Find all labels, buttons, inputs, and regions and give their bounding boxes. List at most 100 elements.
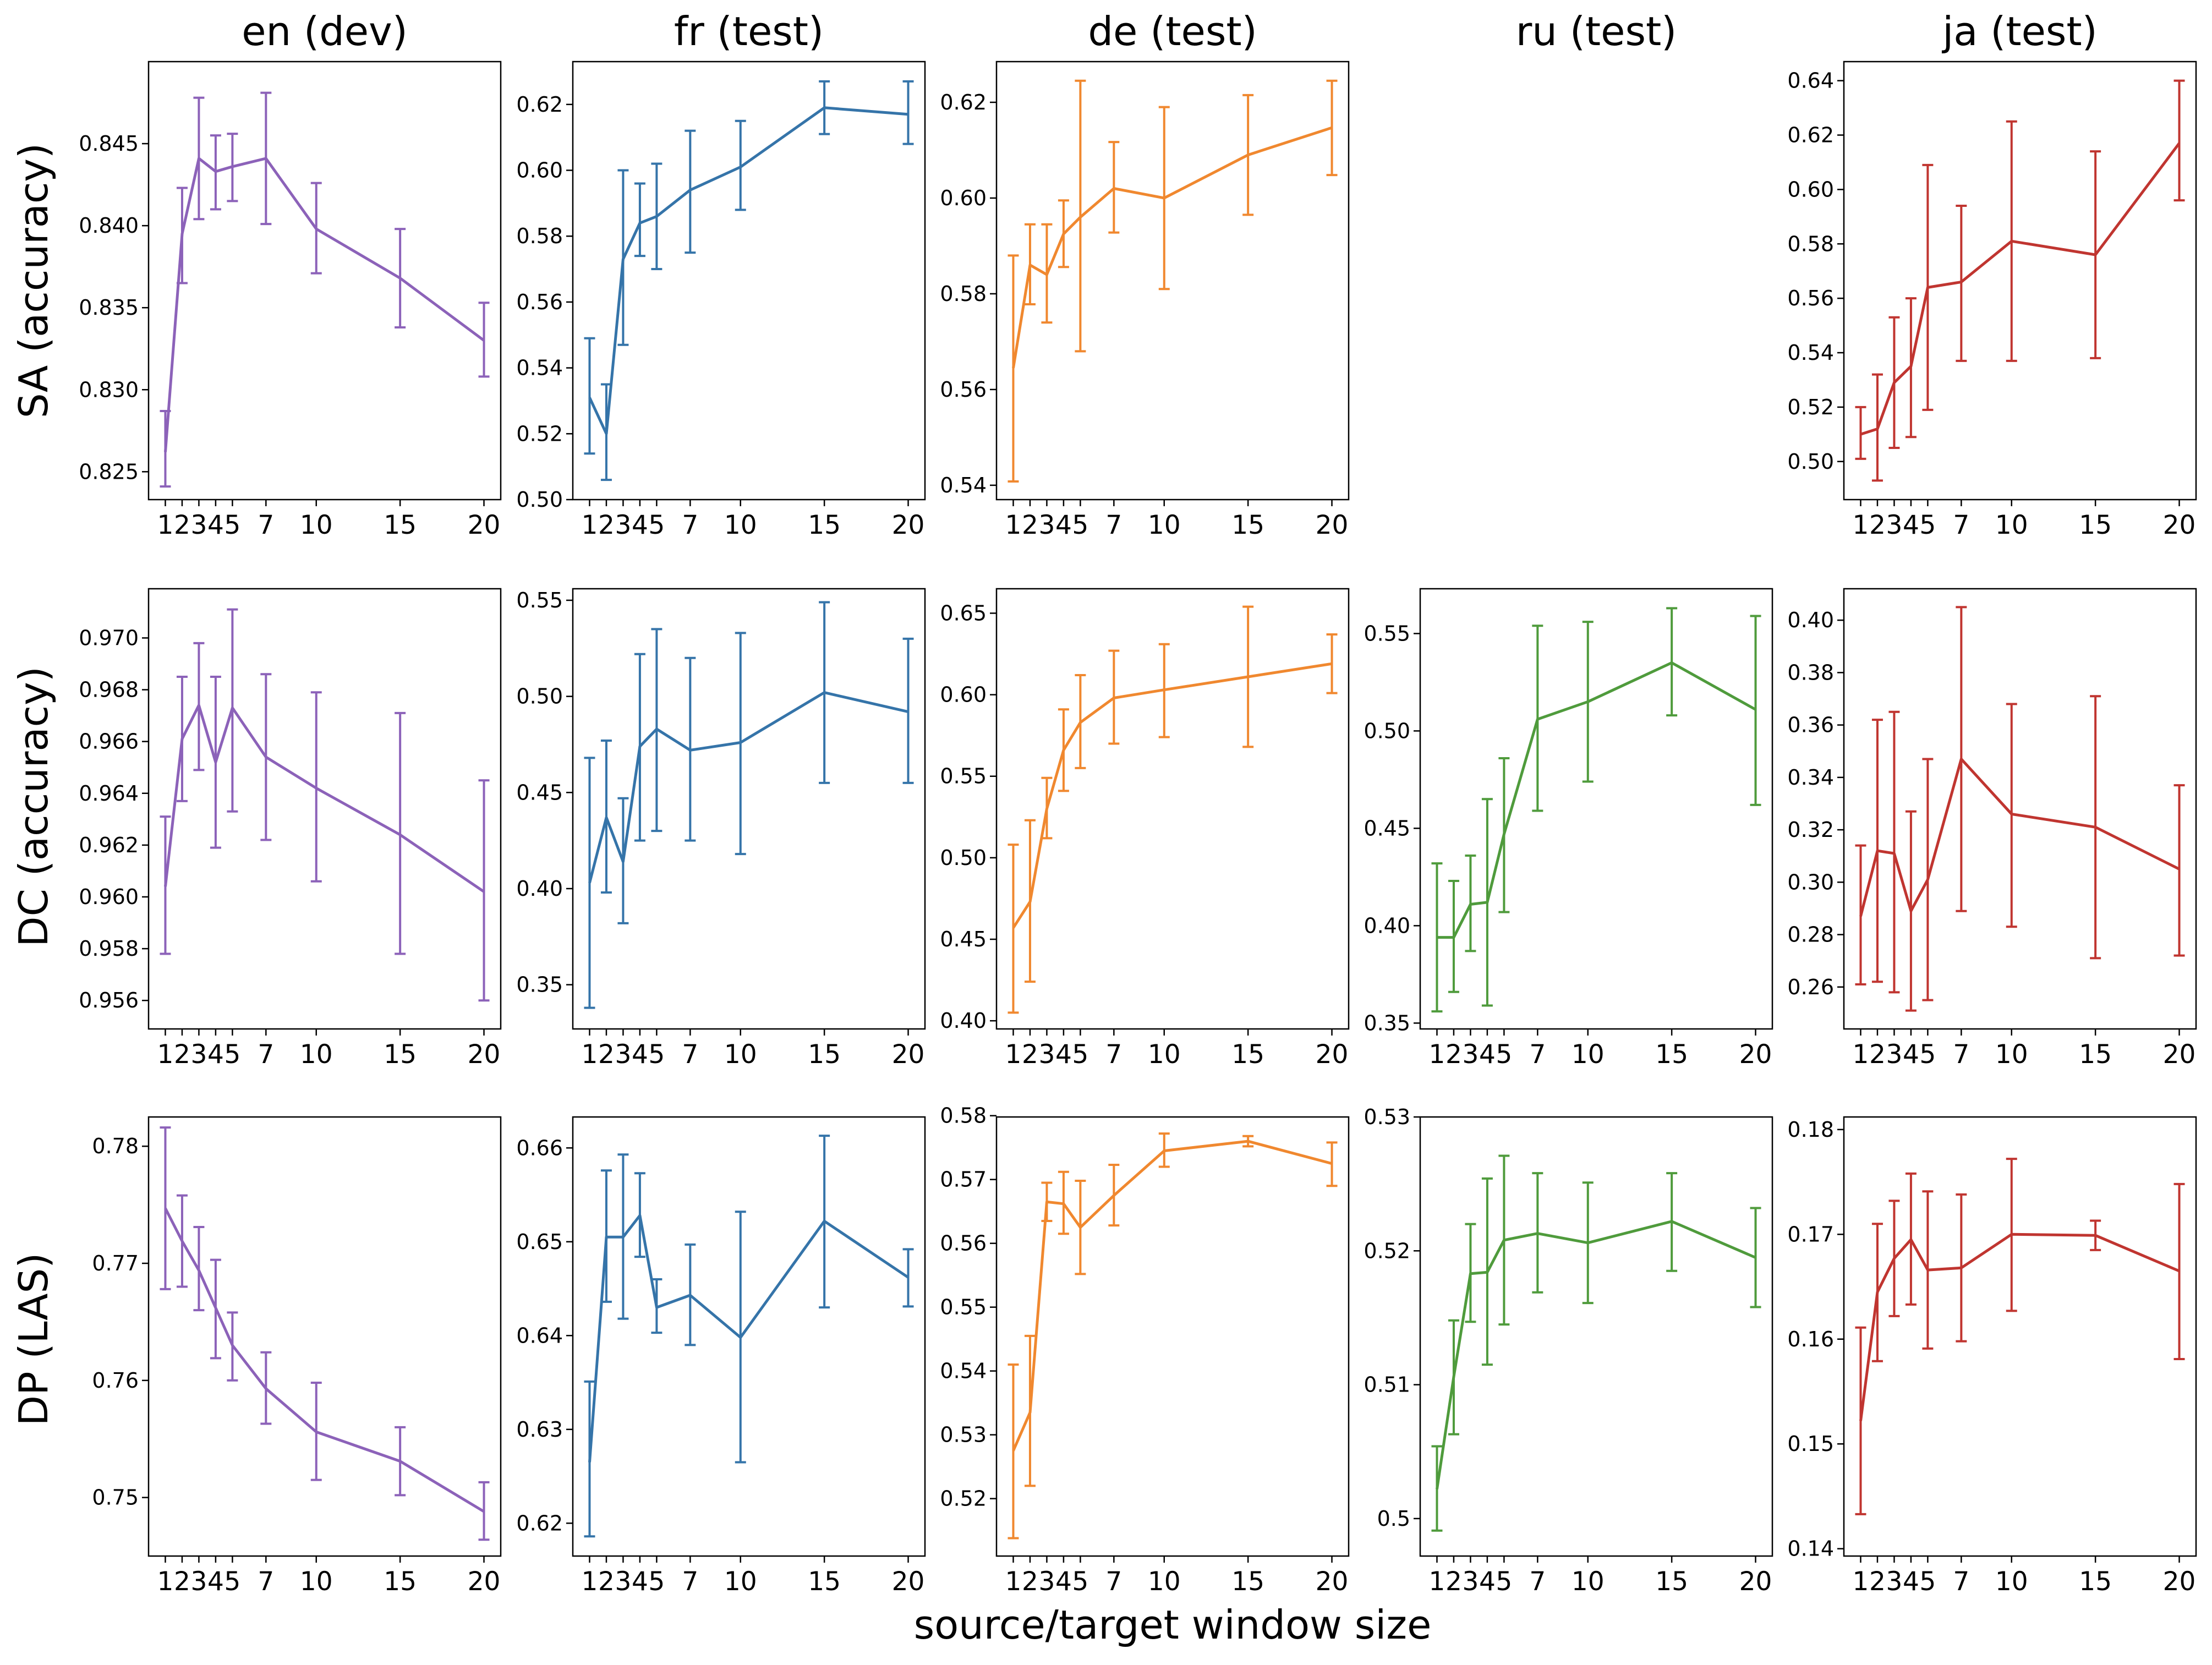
x-tick-label: 1 [1853,1567,1869,1597]
series-line [1860,142,2181,436]
y-tick-label: 0.54 [516,356,563,380]
x-tick-label: 10 [1572,1039,1605,1070]
x-tick-label: 5 [1072,1039,1088,1070]
y-tick-label: 0.36 [1787,713,1834,737]
plot-frame [995,61,1350,501]
x-tick-label: 5 [1919,1567,1936,1597]
column-title-fr: fr (test) [674,8,824,54]
y-tick-label: 0.34 [1787,765,1834,790]
y-tick-label: 0.970 [79,626,139,650]
x-tick-label: 10 [724,1039,757,1070]
x-tick-label: 4 [207,1039,224,1070]
series-line [1012,126,1333,369]
x-tick-label: 3 [615,1567,631,1597]
x-tick-label: 20 [892,510,925,540]
x-tick-label: 4 [1055,510,1072,540]
y-tick-label: 0.16 [1787,1327,1834,1351]
x-tick-label: 1 [582,1567,598,1597]
x-tick-label: 10 [724,510,757,540]
x-tick-label: 2 [1869,1567,1886,1597]
y-tick-label: 0.66 [516,1136,563,1160]
series-line [588,106,908,435]
y-tick-label: 0.5 [1377,1507,1410,1531]
y-tick-label: 0.964 [79,781,139,806]
y-tick-label: 0.32 [1787,818,1834,842]
y-tick-label: 0.50 [516,488,563,512]
x-tick-label: 4 [207,510,224,540]
x-tick-label: 20 [2163,510,2196,540]
x-tick-label: 2 [1869,510,1886,540]
y-tick-label: 0.62 [516,1511,563,1535]
x-tick-label: 7 [258,1039,274,1070]
panel-dc-accuracy-fr-test: 0.35 0.40 0.45 0.50 0.55 1 2 3 4 5 7 10 15 20 [516,588,926,1070]
series-line [164,704,485,893]
y-tick-label: 0.40 [516,877,563,901]
x-tick-label: 7 [1105,1039,1122,1070]
y-tick-label: 0.55 [940,1295,987,1319]
y-tick-label: 0.15 [1787,1432,1834,1456]
y-tick-label: 0.40 [940,1009,987,1033]
y-tick-label: 0.65 [516,1230,563,1254]
y-tick-label: 0.62 [1787,123,1834,147]
y-tick-label: 0.958 [79,936,139,961]
y-tick-label: 0.58 [940,1104,987,1128]
x-tick-label: 15 [384,1567,417,1597]
x-tick-label: 15 [384,510,417,540]
x-tick-label: 7 [1105,510,1122,540]
x-tick-label: 2 [1022,1039,1038,1070]
y-tick-label: 0.966 [79,730,139,754]
x-tick-label: 10 [300,1039,333,1070]
y-tick-label: 0.64 [1787,69,1834,93]
x-tick-label: 15 [1655,1039,1688,1070]
y-tick-label: 0.45 [516,780,563,804]
column-title-en: en (dev) [242,8,408,54]
x-tick-label: 4 [632,1039,648,1070]
x-tick-label: 1 [1429,1039,1446,1070]
x-tick-label: 10 [724,1567,757,1597]
plot-frame [995,588,1350,1030]
x-tick-label: 10 [1148,1567,1181,1597]
panel-sa-accuracy-fr-test: 0.50 0.52 0.54 0.56 0.58 0.60 0.62 1 2 3 4 5 7 10 15 20 [516,61,926,540]
plot-frame [1843,61,2197,501]
column-title-ru: ru (test) [1516,8,1677,54]
y-tick-label: 0.40 [1787,608,1834,632]
y-tick-label: 0.56 [940,1231,987,1256]
y-tick-label: 0.77 [92,1251,139,1275]
x-tick-label: 2 [174,510,190,540]
panel-dp-las-de-test: 0.52 0.53 0.54 0.55 0.56 0.57 0.58 1 2 3 4 5 7 10 15 20 [940,1104,1350,1597]
x-tick-label: 3 [1038,510,1055,540]
x-tick-label: 1 [1005,1039,1022,1070]
y-tick-label: 0.30 [1787,870,1834,894]
x-tick-label: 7 [1105,1567,1122,1597]
y-tick-label: 0.840 [79,213,139,238]
y-tick-label: 0.62 [940,90,987,114]
x-tick-label: 2 [1446,1039,1462,1070]
y-tick-label: 0.50 [1364,719,1410,743]
series-line [164,157,485,452]
y-tick-label: 0.956 [79,988,139,1012]
x-tick-label: 4 [632,1567,648,1597]
x-tick-label: 3 [1462,1039,1479,1070]
panel-dc-accuracy-ja-test: 0.26 0.28 0.30 0.32 0.34 0.36 0.38 0.40 1 2 3 4 5 7 10… [1787,588,2197,1070]
y-tick-label: 0.45 [1364,816,1410,840]
x-tick-label: 5 [224,510,240,540]
series-line [1012,662,1332,929]
plot-frame [1419,1116,1773,1557]
x-tick-label: 1 [582,510,598,540]
x-tick-label: 4 [1903,510,1919,540]
x-tick-label: 5 [1496,1567,1512,1597]
x-tick-label: 3 [615,1039,631,1070]
y-tick-label: 0.845 [79,132,139,156]
y-tick-label: 0.960 [79,885,139,909]
x-tick-label: 1 [582,1039,598,1070]
series-line [588,1214,909,1463]
y-tick-label: 0.53 [1364,1105,1410,1129]
x-tick-label: 7 [1953,1039,1969,1070]
x-tick-label: 2 [598,510,615,540]
x-tick-label: 5 [1072,510,1088,540]
y-tick-label: 0.56 [516,290,563,314]
row-label-dc: DC (accuracy) [10,666,57,947]
row-label-dp: DP (LAS) [10,1253,57,1426]
y-tick-label: 0.45 [940,927,987,951]
x-tick-label: 20 [1316,1567,1349,1597]
